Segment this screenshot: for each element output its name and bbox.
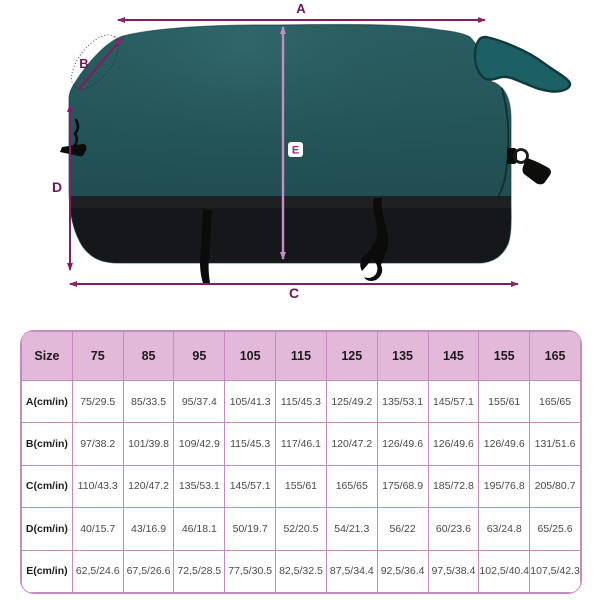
svg-text:C: C <box>289 285 299 301</box>
svg-text:B: B <box>79 56 88 71</box>
svg-text:A: A <box>296 1 306 16</box>
svg-text:E: E <box>292 145 299 157</box>
svg-text:D: D <box>52 179 62 195</box>
